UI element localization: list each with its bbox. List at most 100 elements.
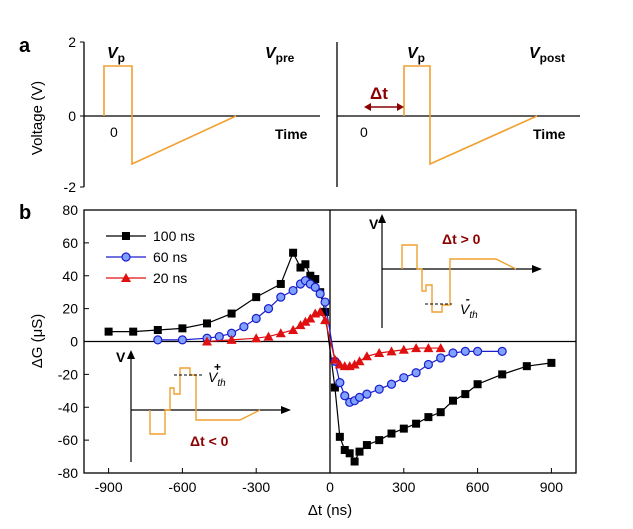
data-point-100-ns — [362, 441, 371, 450]
data-point-60-ns — [473, 346, 483, 356]
data-point-100-ns — [227, 309, 236, 318]
y-axis-label: ΔG (μS) — [29, 314, 46, 369]
data-point-100-ns — [436, 408, 445, 417]
data-point-100-ns — [252, 293, 261, 302]
data-point-20-ns — [320, 315, 331, 325]
data-point-100-ns — [350, 457, 359, 466]
data-point-100-ns — [301, 260, 310, 269]
data-point-100-ns — [387, 429, 396, 438]
data-point-20-ns — [398, 344, 409, 354]
panel-b: b -900 -600 -300 0 300 600 900 -80 -60 -40 -20 0 20… — [19, 202, 577, 519]
delta-t-arrowhead-left — [364, 103, 371, 111]
y-tick-label: 40 — [62, 268, 78, 284]
inset-negative-dt: V Δt < 0 Vth+ — [116, 349, 291, 462]
data-point-100-ns — [340, 445, 349, 454]
data-point-60-ns — [288, 285, 298, 296]
data-point-20-ns — [354, 356, 365, 366]
pre-pulse-waveform — [103, 65, 237, 166]
data-point-20-ns — [349, 359, 360, 369]
data-point-100-ns — [306, 271, 315, 280]
data-point-100-ns — [335, 432, 344, 441]
inset-pos-t-arrowhead — [532, 265, 542, 273]
inset-neg-v-arrowhead — [127, 350, 135, 359]
data-point-20-ns — [315, 306, 326, 316]
data-point-20-ns — [288, 324, 299, 334]
data-point-20-ns — [361, 351, 372, 361]
data-point-100-ns — [178, 324, 187, 333]
data-point-60-ns — [239, 322, 249, 332]
data-point-20-ns — [275, 328, 286, 338]
delta-t-label: Δt — [370, 84, 388, 103]
panel-a-ytick-label: 0 — [68, 108, 76, 124]
data-point-100-ns — [473, 380, 482, 389]
data-point-100-ns — [330, 383, 339, 392]
delta-t-arrowhead-right — [397, 103, 404, 111]
post-pulse-waveform — [403, 65, 538, 166]
x-ticks: -900 -600 -300 0 300 600 900 — [95, 468, 564, 495]
data-point-100-ns — [498, 370, 507, 379]
data-point-20-ns — [435, 343, 446, 353]
data-point-20-ns — [251, 333, 262, 343]
legend: 100 ns 60 ns 20 ns — [106, 228, 195, 286]
y-tick-label: 0 — [70, 334, 78, 350]
data-point-20-ns — [305, 313, 316, 323]
data-point-20-ns — [226, 334, 237, 344]
legend-marker-100-ns — [122, 232, 130, 240]
data-point-100-ns — [412, 419, 421, 428]
panel-a-ylabel: Voltage (V) — [29, 81, 46, 155]
inset-pos-v-label: V — [369, 216, 379, 232]
inset-positive-dt: V Δt > 0 Vth- — [369, 214, 542, 328]
data-point-100-ns — [375, 436, 384, 445]
data-point-60-ns — [335, 377, 345, 388]
legend-marker-60-ns — [121, 252, 131, 262]
data-point-60-ns — [386, 379, 397, 389]
data-point-60-ns — [177, 335, 187, 345]
data-point-60-ns — [448, 348, 458, 358]
x-tick-label: -900 — [95, 479, 123, 495]
pre-time-label: Time — [275, 126, 308, 142]
inset-pos-vth-label: Vth- — [460, 292, 478, 321]
y-tick-label: -80 — [58, 465, 78, 481]
data-point-100-ns — [461, 390, 470, 399]
data-point-60-ns — [411, 368, 421, 378]
panel-a: a Voltage (V) 2 0 -2 Vp Vpre 0 Time Vp V… — [19, 34, 580, 195]
data-point-60-ns — [315, 289, 325, 299]
data-point-100-ns — [276, 279, 285, 288]
data-point-60-ns — [460, 346, 470, 356]
panel-a-ytick-label: -2 — [64, 179, 77, 195]
y-tick-label: 20 — [62, 301, 78, 317]
x-axis-label: Δt (ns) — [308, 502, 352, 519]
inset-neg-waveform — [149, 367, 261, 435]
data-point-60-ns — [153, 335, 163, 345]
data-point-100-ns — [355, 447, 364, 456]
inset-pos-v-arrowhead — [378, 214, 386, 223]
data-point-100-ns — [289, 248, 298, 257]
data-point-60-ns — [214, 331, 224, 342]
data-point-60-ns — [354, 392, 365, 402]
data-point-20-ns — [295, 320, 306, 330]
data-point-20-ns — [374, 348, 385, 358]
panel-b-label: b — [19, 202, 31, 224]
data-point-60-ns — [340, 391, 350, 401]
data-point-100-ns — [522, 362, 531, 371]
x-tick-label: -600 — [168, 479, 196, 495]
data-point-100-ns — [153, 325, 162, 334]
data-point-100-ns — [104, 327, 113, 336]
data-point-20-ns — [411, 343, 422, 353]
data-point-100-ns — [345, 449, 354, 458]
series-100-ns — [104, 248, 556, 466]
data-point-100-ns — [547, 358, 556, 367]
x-tick-label: 900 — [540, 479, 564, 495]
post-zero-label: 0 — [360, 124, 368, 140]
data-point-60-ns — [423, 359, 433, 370]
y-tick-label: 60 — [62, 235, 78, 251]
pre-vp-label: Vp — [107, 45, 125, 65]
legend-marker-20-ns — [121, 273, 131, 282]
data-point-20-ns — [202, 336, 212, 346]
x-tick-label: -300 — [242, 479, 270, 495]
data-point-20-ns — [263, 331, 274, 341]
pre-zero-label: 0 — [110, 124, 118, 140]
data-point-60-ns — [436, 353, 446, 363]
legend-label-20-ns: 20 ns — [153, 270, 187, 286]
